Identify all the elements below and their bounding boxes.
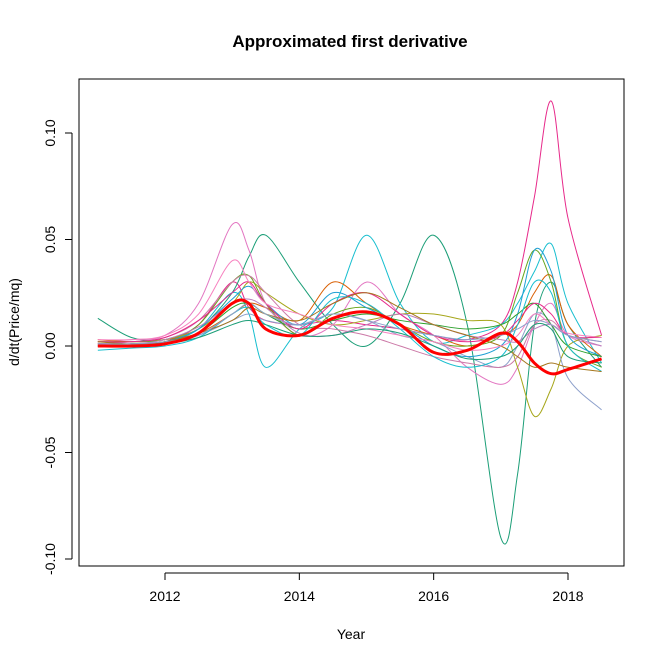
x-tick-label: 2012 (149, 588, 180, 604)
x-tick-label: 2018 (552, 588, 583, 604)
y-tick-label: -0.05 (42, 436, 58, 468)
mean-series-line (97, 298, 603, 376)
series-line-18 (97, 302, 602, 345)
y-tick-label: 0.10 (42, 119, 58, 146)
y-tick-label: 0.00 (42, 332, 58, 359)
series-line-1 (97, 100, 603, 345)
x-axis: 2012 2014 2016 2018 (149, 572, 584, 604)
series-line-4 (97, 222, 602, 385)
series-line-9 (97, 247, 602, 358)
plot-frame (78, 78, 625, 567)
series-line-17 (97, 319, 602, 364)
y-axis-label: d/dt(Price/mq) (6, 278, 22, 366)
chart-title: Approximated first derivative (232, 32, 467, 51)
x-axis-label: Year (337, 626, 366, 642)
y-tick-label: 0.05 (42, 226, 58, 253)
series-line-14 (97, 279, 602, 372)
x-tick-label: 2014 (284, 588, 315, 604)
series-group (97, 100, 603, 545)
y-tick-label: -0.10 (42, 543, 58, 575)
x-tick-label: 2016 (418, 588, 449, 604)
series-line-12 (97, 298, 602, 347)
y-axis: -0.10 -0.05 0.00 0.05 0.10 (42, 119, 73, 575)
